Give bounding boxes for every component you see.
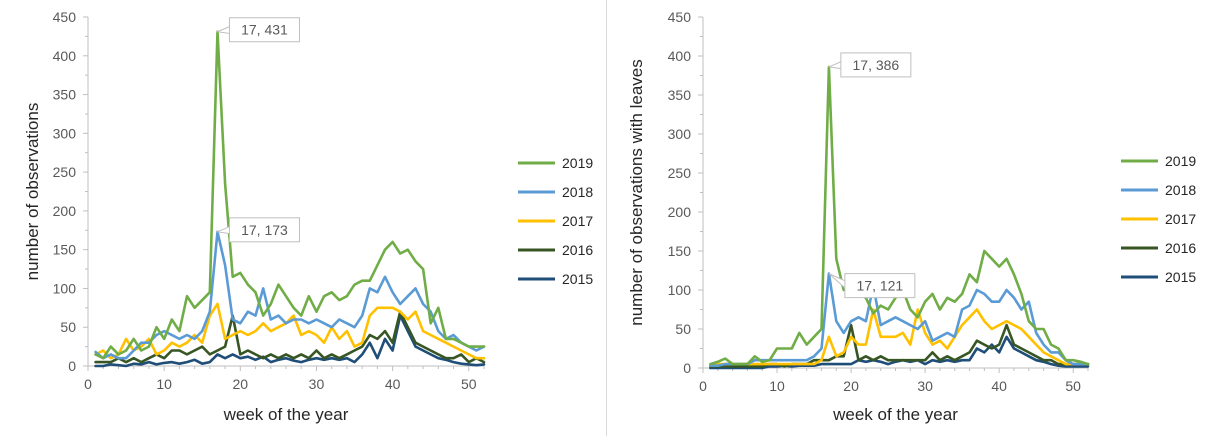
y-tick-label: 300 — [668, 126, 692, 142]
data-callout: 17, 121 — [828, 273, 916, 299]
callout-box — [228, 17, 300, 43]
legend-label: 2015 — [562, 271, 593, 287]
series-line-2019 — [94, 30, 486, 360]
legend-label: 2019 — [562, 155, 593, 171]
y-tick-label: 350 — [53, 87, 77, 103]
legend-label: 2015 — [1165, 269, 1196, 285]
y-tick-label: 400 — [53, 48, 77, 64]
y-tick-label: 250 — [53, 164, 77, 180]
legend-label: 2019 — [1165, 153, 1196, 169]
legend-entry-2017: 2017 — [518, 213, 593, 229]
legend-entry-2018: 2018 — [1121, 182, 1196, 198]
y-tick-label: 0 — [683, 360, 691, 376]
y-tick-label: 350 — [668, 87, 692, 103]
legend-entry-2019: 2019 — [1121, 153, 1196, 169]
y-tick-label: 250 — [668, 165, 692, 181]
y-tick-label: 50 — [60, 319, 76, 335]
observations-chart: 0 50 100 150 200 250 300 350 400 450 0 10 20 30 40 50 we… — [23, 9, 593, 424]
data-callout: 17, 173 — [215, 217, 300, 243]
x-tick-label: 0 — [84, 376, 92, 392]
data-callout: 17, 386 — [827, 52, 912, 78]
y-tick-label: 300 — [53, 125, 77, 141]
series-line-2016 — [94, 310, 486, 364]
callout-label: 17, 173 — [241, 222, 288, 238]
callout-label: 17, 431 — [241, 22, 288, 38]
series-line-2017 — [94, 302, 486, 360]
callout-label: 17, 121 — [857, 278, 904, 294]
y-axis-label: number of observations — [23, 103, 42, 281]
x-tick-label: 30 — [309, 376, 325, 392]
callout-box — [844, 273, 916, 299]
x-tick-label: 10 — [156, 376, 172, 392]
x-tick-label: 30 — [917, 378, 933, 394]
panel-divider — [606, 0, 607, 436]
y-tick-label: 50 — [675, 321, 691, 337]
legend-entry-2019: 2019 — [518, 155, 593, 171]
y-axis-label: number of observations with leaves — [627, 59, 646, 325]
x-tick-label: 50 — [461, 376, 477, 392]
y-tick-label: 400 — [668, 48, 692, 64]
legend-label: 2018 — [1165, 182, 1196, 198]
callout-label: 17, 386 — [853, 57, 900, 73]
legend-entry-2017: 2017 — [1121, 211, 1196, 227]
legend-label: 2017 — [562, 213, 593, 229]
series-line-2017 — [709, 308, 1090, 368]
chart-right-panel: 0 50 100 150 200 250 300 350 400 450 0 10 20 30 40 50 we… — [606, 0, 1212, 436]
legend-entry-2016: 2016 — [518, 242, 593, 258]
x-tick-label: 50 — [1065, 378, 1081, 394]
legend-entry-2015: 2015 — [1121, 269, 1196, 285]
y-tick-label: 0 — [68, 358, 76, 374]
observations-with-leaves-chart: 0 50 100 150 200 250 300 350 400 450 0 10 20 30 40 50 we… — [627, 9, 1196, 424]
x-tick-label: 40 — [385, 376, 401, 392]
y-tick-label: 150 — [53, 242, 77, 258]
y-tick-label: 200 — [668, 204, 692, 220]
x-axis-label: week of the year — [223, 405, 349, 424]
y-tick-label: 100 — [668, 282, 692, 298]
chart-left-panel: 0 50 100 150 200 250 300 350 400 450 0 10 20 30 40 50 we… — [0, 0, 606, 436]
x-tick-label: 0 — [699, 378, 707, 394]
y-tick-label: 450 — [53, 9, 77, 25]
x-tick-label: 40 — [991, 378, 1007, 394]
legend-entry-2016: 2016 — [1121, 240, 1196, 256]
x-tick-label: 20 — [233, 376, 249, 392]
y-tick-label: 450 — [668, 9, 692, 25]
legend-entry-2018: 2018 — [518, 184, 593, 200]
legend-label: 2017 — [1165, 211, 1196, 227]
y-tick-label: 100 — [53, 280, 77, 296]
y-tick-label: 200 — [53, 203, 77, 219]
x-tick-label: 20 — [843, 378, 859, 394]
legend-label: 2016 — [1165, 240, 1196, 256]
legend-label: 2018 — [562, 184, 593, 200]
data-callout: 17, 431 — [215, 17, 300, 43]
x-tick-label: 10 — [769, 378, 785, 394]
series-line-2015 — [94, 314, 486, 368]
x-axis-label: week of the year — [832, 405, 958, 424]
callout-box — [840, 52, 912, 78]
legend-label: 2016 — [562, 242, 593, 258]
legend-entry-2015: 2015 — [518, 271, 593, 287]
callout-box — [228, 217, 300, 243]
y-tick-label: 150 — [668, 243, 692, 259]
